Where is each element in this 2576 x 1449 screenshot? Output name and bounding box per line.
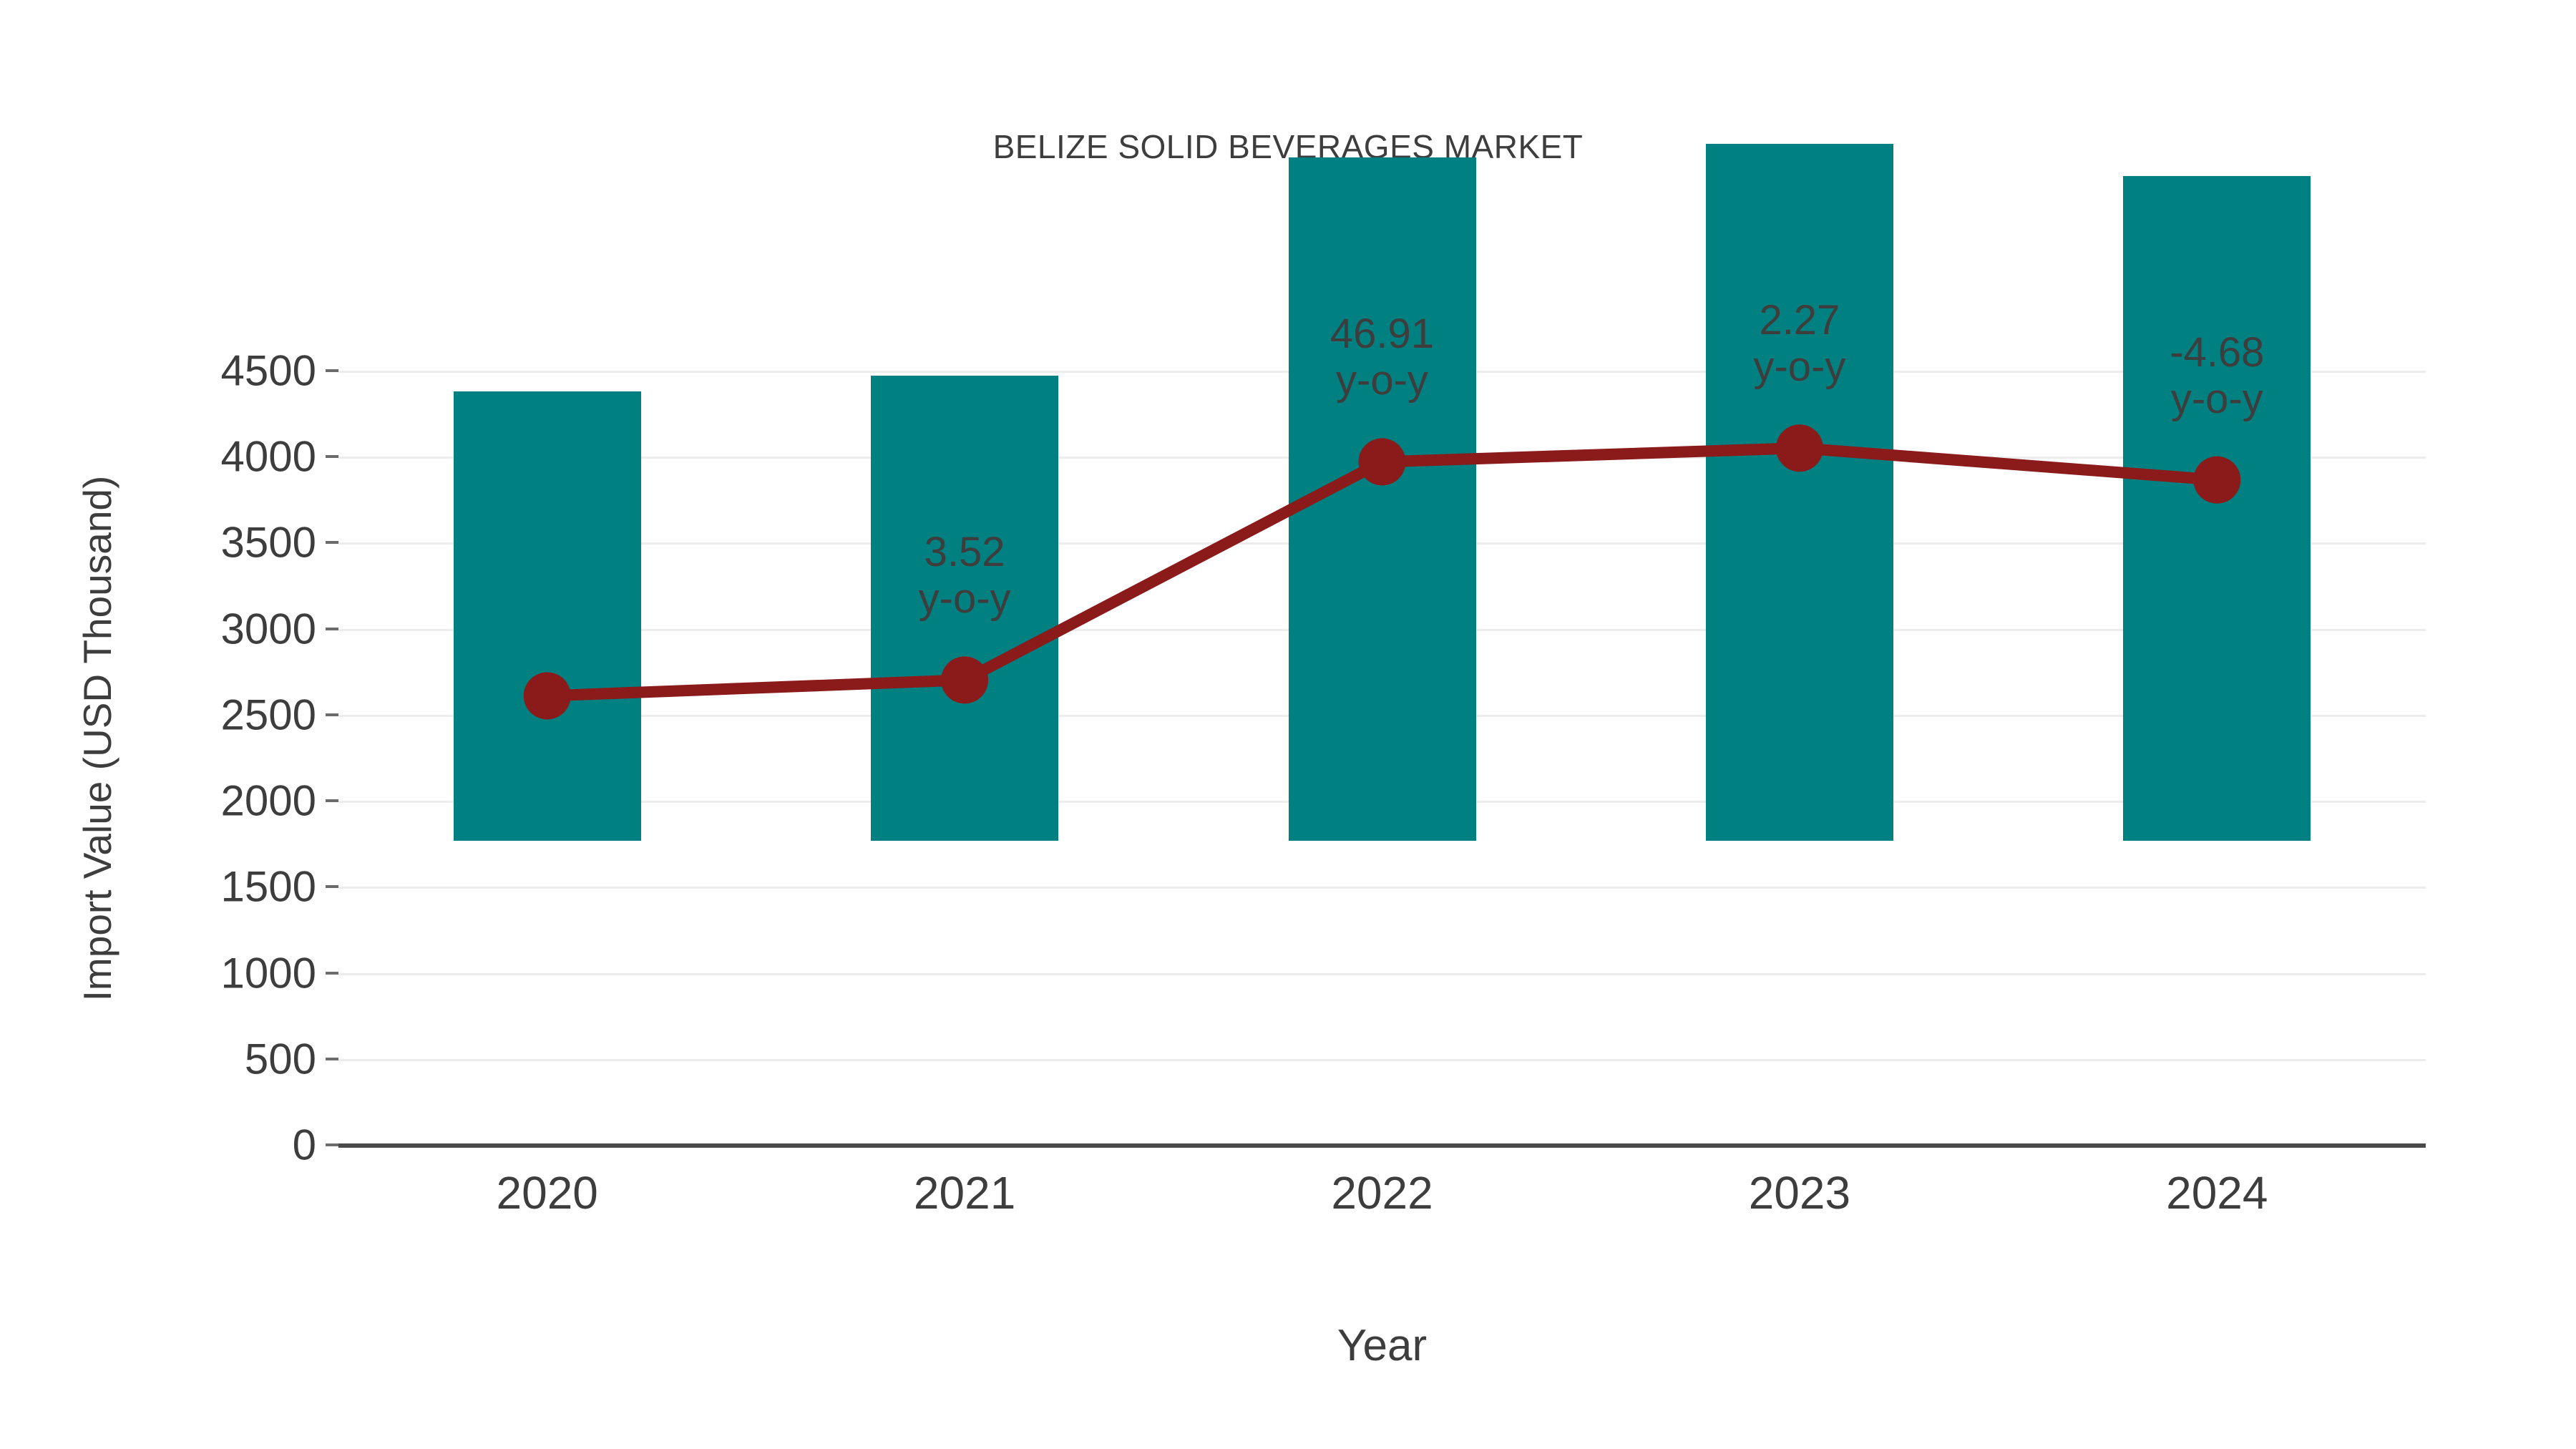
yoy-value: 46.91 (1330, 311, 1435, 358)
bar-rect (453, 391, 641, 841)
x-tick-label: 2021 (913, 1167, 1016, 1219)
yoy-suffix: y-o-y (918, 575, 1011, 623)
bar-2022[interactable] (1288, 157, 1476, 841)
x-tick-label: 2022 (1331, 1167, 1433, 1219)
y-tick-label: 4500 (220, 346, 316, 395)
y-tick-mark (326, 455, 338, 459)
bar-2023[interactable] (1705, 144, 1893, 841)
bar-2024[interactable] (2123, 175, 2311, 841)
yoy-annotation-2023: 2.27 y-o-y (1635, 297, 1964, 391)
y-tick-label: 4000 (220, 432, 316, 481)
bar-rect (2123, 175, 2311, 841)
x-axis-line (338, 1143, 2426, 1148)
y-tick-mark (326, 541, 338, 545)
bars-layer (453, 144, 2311, 841)
yoy-suffix: y-o-y (1753, 343, 1846, 391)
x-tick-label: 2020 (496, 1167, 598, 1219)
yoy-value: 3.52 (924, 529, 1005, 576)
gridline (338, 972, 2426, 975)
x-tick-label: 2023 (1748, 1167, 1851, 1219)
y-tick-label: 1000 (220, 949, 316, 997)
y-tick-label: 1500 (220, 862, 316, 911)
y-tick-mark (326, 369, 338, 372)
y-tick-label: 0 (292, 1121, 316, 1169)
y-tick-label: 2500 (220, 691, 316, 739)
y-tick-label: 3000 (220, 605, 316, 653)
y-tick-mark (326, 627, 338, 630)
y-tick-mark (326, 799, 338, 803)
y-tick-mark (326, 885, 338, 889)
yoy-annotation-2022: 46.91 y-o-y (1218, 311, 1547, 404)
y-tick-label: 3500 (220, 518, 316, 567)
yoy-annotation-2021: 3.52 y-o-y (800, 529, 1129, 623)
yoy-suffix: y-o-y (2170, 375, 2263, 422)
yoy-annotation-2024: -4.68 y-o-y (2052, 328, 2381, 423)
yoy-suffix: y-o-y (1336, 357, 1428, 404)
x-axis-title: Year (1337, 1321, 1428, 1370)
bar-rect (1288, 157, 1476, 841)
gridline (338, 1058, 2426, 1061)
y-tick-label: 2000 (220, 776, 316, 825)
bar-rect (1705, 144, 1893, 841)
yoy-value: 2.27 (1759, 297, 1840, 344)
x-tick-label: 2024 (2166, 1167, 2268, 1219)
y-tick-label: 500 (244, 1035, 316, 1083)
bar-2020[interactable] (453, 391, 641, 841)
gridline (338, 887, 2426, 889)
y-tick-mark (326, 1057, 338, 1060)
y-tick-mark (326, 1143, 338, 1146)
y-tick-mark (326, 971, 338, 975)
yoy-value: -4.68 (2170, 328, 2265, 376)
y-tick-mark (326, 713, 338, 716)
